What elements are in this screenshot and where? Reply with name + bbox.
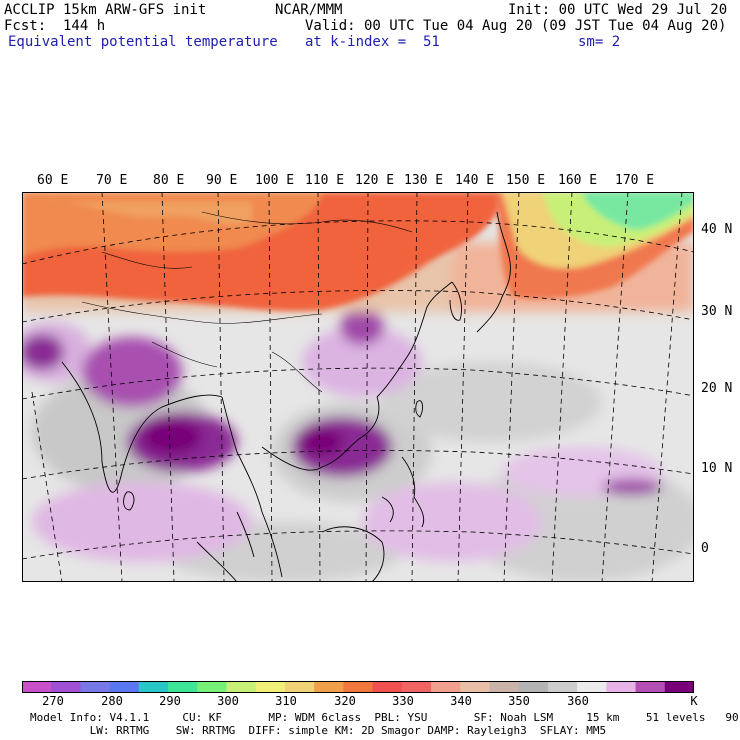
colorbar-tick-label: 340 (450, 694, 472, 708)
lat-label: 20 N (701, 381, 733, 396)
model-title: ACCLIP 15km ARW-GFS init (4, 2, 207, 18)
map-frame (22, 192, 694, 582)
init-time: Init: 00 UTC Wed 29 Jul 20 (508, 2, 728, 18)
theta-e-map (22, 192, 694, 582)
colorbar-swatch (635, 681, 666, 693)
forecast-hour: Fcst: 144 h (4, 18, 106, 34)
colorbar-swatch (547, 681, 578, 693)
lat-label: 10 N (701, 461, 733, 476)
colorbar-swatch (51, 681, 81, 693)
lon-label: 140 E (455, 173, 495, 188)
colorbar-swatch (518, 681, 549, 693)
lat-label: 0 (701, 541, 709, 556)
lon-label: 120 E (355, 173, 395, 188)
lon-label: 130 E (404, 173, 444, 188)
colorbar-tick-label: 280 (101, 694, 123, 708)
lon-label: 90 E (206, 173, 238, 188)
colorbar-swatch (255, 681, 286, 693)
colorbar-tick-label: 290 (159, 694, 181, 708)
lon-label: 160 E (558, 173, 598, 188)
colorbar-swatch (460, 681, 490, 693)
lon-label: 150 E (506, 173, 546, 188)
colorbar-tick-label: 320 (334, 694, 356, 708)
level-label: at k-index = 51 (305, 34, 440, 50)
valid-time: Valid: 00 UTC Tue 04 Aug 20 (09 JST Tue … (305, 18, 727, 34)
lon-label: 60 E (37, 173, 69, 188)
colorbar-swatch (577, 681, 607, 693)
colorbar-swatch (226, 681, 257, 693)
lat-label: 30 N (701, 304, 733, 319)
colorbar (22, 681, 694, 693)
colorbar-swatch (197, 681, 228, 693)
colorbar-swatch (168, 681, 198, 693)
colorbar-frame (22, 681, 694, 693)
lon-label: 100 E (255, 173, 295, 188)
org-label: NCAR/MMM (275, 2, 343, 18)
colorbar-swatch (284, 681, 315, 693)
lon-label: 70 E (96, 173, 128, 188)
smoothing-label: sm= 2 (578, 34, 621, 50)
colorbar-swatch (314, 681, 344, 693)
colorbar-units: K (690, 694, 698, 708)
theta-e-field (22, 242, 694, 582)
colorbar-tick-label: 330 (392, 694, 414, 708)
colorbar-tick-label: 300 (217, 694, 239, 708)
colorbar-swatch (606, 681, 637, 693)
colorbar-swatch (489, 681, 520, 693)
lon-label: 170 E (615, 173, 655, 188)
model-info-line2: LW: RRTMG SW: RRTMG DIFF: simple KM: 2D … (30, 724, 607, 737)
colorbar-swatch (138, 681, 169, 693)
lon-label: 110 E (305, 173, 345, 188)
lat-label: 40 N (701, 222, 733, 237)
lon-label: 80 E (153, 173, 185, 188)
colorbar-swatch (372, 681, 403, 693)
colorbar-tick-label: 350 (508, 694, 530, 708)
graticule (22, 192, 694, 582)
model-info-line1: Model Info: V4.1.1 CU: KF MP: WDM 6class… (30, 711, 740, 724)
colorbar-swatch (664, 681, 694, 693)
colorbar-swatch (109, 681, 140, 693)
colorbar-swatch (80, 681, 111, 693)
colorbar-tick-label: 310 (275, 694, 297, 708)
field-name: Equivalent potential temperature (8, 34, 278, 50)
colorbar-swatch (431, 681, 461, 693)
colorbar-swatch (401, 681, 432, 693)
colorbar-swatch (343, 681, 374, 693)
colorbar-tick-label: 360 (567, 694, 589, 708)
colorbar-tick-label: 270 (42, 694, 64, 708)
colorbar-swatch (22, 681, 52, 693)
